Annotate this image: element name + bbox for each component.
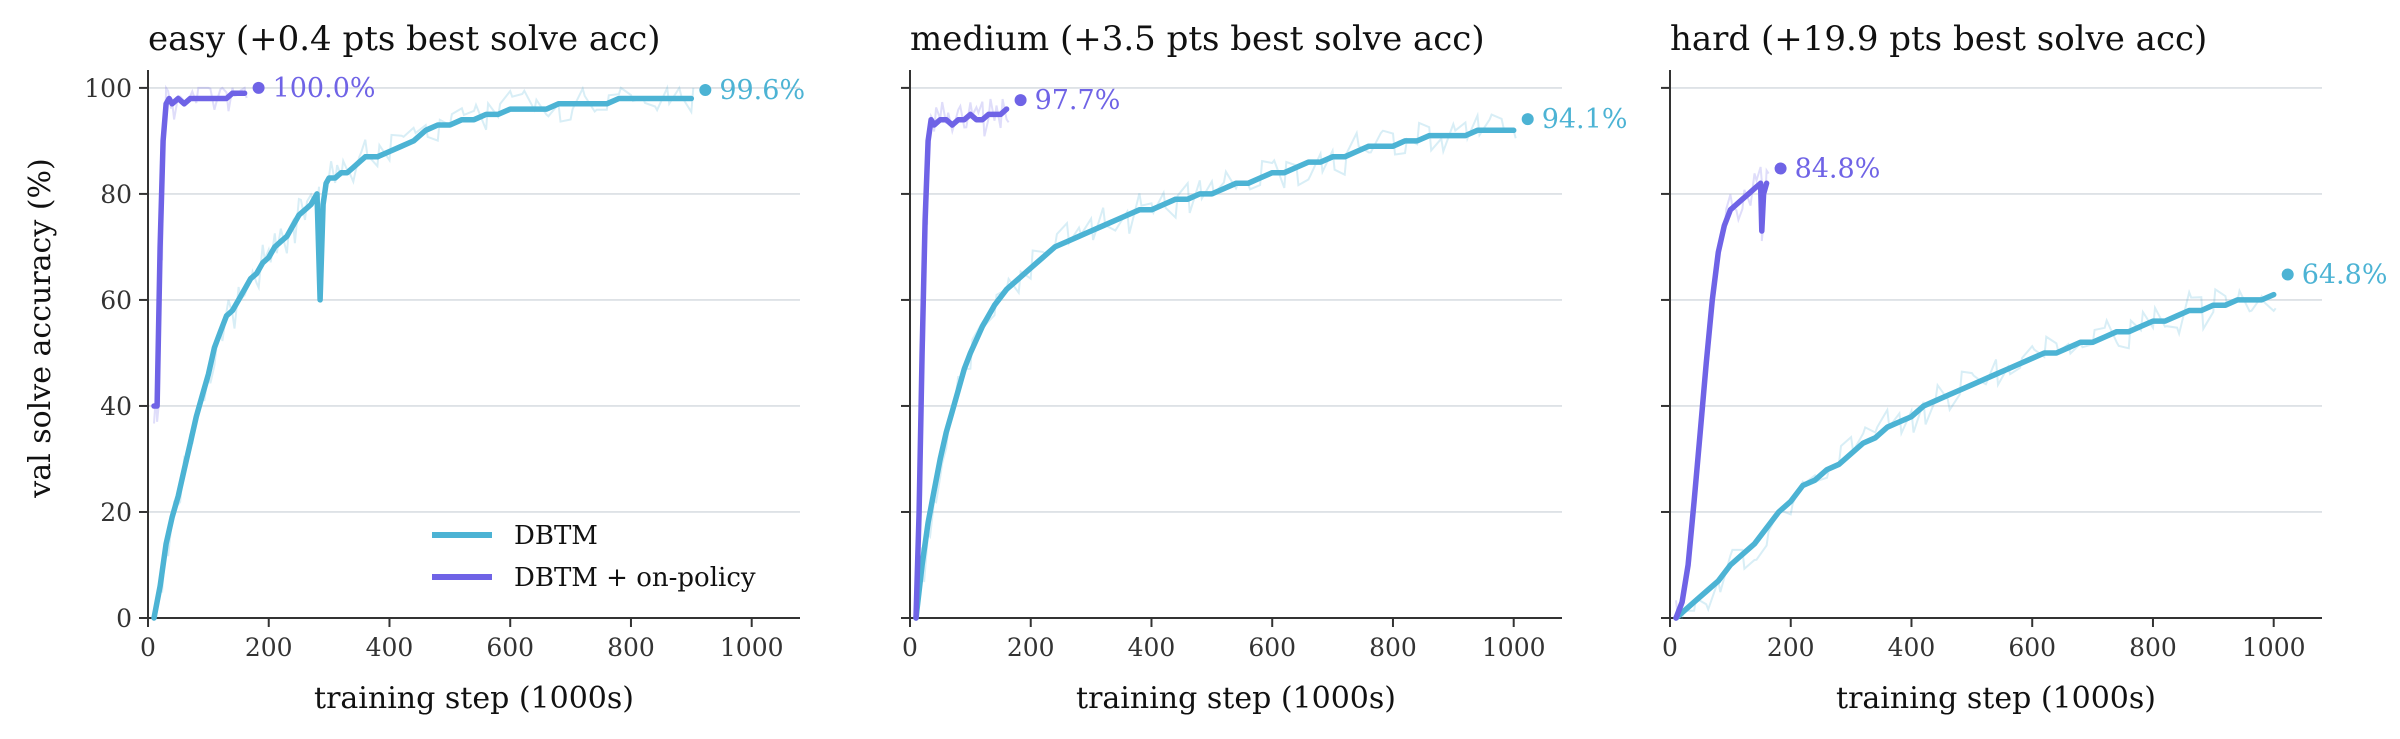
end-marker <box>2281 268 2294 281</box>
panel-hard: 0 200 400 600 800 1000 hard (+19.9 pts best so… <box>1661 19 2387 716</box>
end-value-label: 84.8% <box>1795 153 1881 184</box>
end-marker <box>699 84 712 97</box>
x-axis-label: training step (1000s) <box>314 681 634 716</box>
series-line-dbtm <box>1673 291 2277 621</box>
x-tick-label: 600 <box>2008 633 2056 662</box>
y-tick-label: 80 <box>100 180 132 209</box>
x-axis-label: training step (1000s) <box>1076 681 1396 716</box>
y-tick-label: 20 <box>100 498 132 527</box>
end-value-label: 97.7% <box>1035 85 1121 116</box>
legend: DBTM DBTM + on-policy <box>432 521 756 593</box>
x-tick-label: 1000 <box>2242 633 2306 662</box>
series-raw-dbtm <box>1675 287 2277 619</box>
end-marker <box>1521 113 1534 126</box>
panel-medium: 0 200 400 600 800 1000 medium (+3.5 pts best s… <box>901 19 1627 716</box>
x-axis-label: training step (1000s) <box>1836 681 2156 716</box>
end-marker <box>1774 162 1787 175</box>
series-line-onpolicy <box>913 106 1010 621</box>
x-tick-label: 400 <box>366 633 414 662</box>
end-value-label: 99.6% <box>719 75 805 106</box>
series-raw-onpolicy <box>153 84 248 424</box>
x-tick-label: 200 <box>1007 633 1055 662</box>
x-tick-label: 0 <box>1662 633 1678 662</box>
x-tick-label: 800 <box>607 633 655 662</box>
x-tick-label: 1000 <box>720 633 784 662</box>
series-line-onpolicy <box>1673 180 1770 621</box>
end-marker <box>1014 94 1027 107</box>
panel-title: hard (+19.9 pts best solve acc) <box>1670 19 2207 59</box>
series-line-dbtm <box>913 127 1517 621</box>
x-tick-label: 800 <box>1369 633 1417 662</box>
y-tick-label: 100 <box>84 74 132 103</box>
x-tick-label: 0 <box>140 633 156 662</box>
panel-title: easy (+0.4 pts best solve acc) <box>148 19 661 59</box>
end-value-label: 94.1% <box>1542 104 1628 135</box>
x-tick-label: 1000 <box>1482 633 1546 662</box>
x-tick-label: 400 <box>1128 633 1176 662</box>
series-raw-dbtm <box>154 84 695 619</box>
legend-label: DBTM <box>514 521 598 551</box>
y-axis-label: val solve accuracy (%) <box>23 158 58 499</box>
panel-title: medium (+3.5 pts best solve acc) <box>910 19 1485 59</box>
x-tick-label: 800 <box>2129 633 2177 662</box>
x-tick-label: 600 <box>486 633 534 662</box>
end-marker <box>252 81 265 94</box>
series-line-dbtm <box>151 95 695 621</box>
end-value-label: 64.8% <box>2302 259 2388 290</box>
y-tick-label: 40 <box>100 392 132 421</box>
x-tick-label: 600 <box>1248 633 1296 662</box>
y-tick-label: 60 <box>100 286 132 315</box>
end-value-label: 100.0% <box>273 73 376 104</box>
legend-label: DBTM + on-policy <box>514 563 756 593</box>
series-line-onpolicy <box>151 90 248 409</box>
x-tick-label: 0 <box>902 633 918 662</box>
series-raw-onpolicy <box>915 98 1010 619</box>
x-tick-label: 200 <box>245 633 293 662</box>
y-tick-label: 0 <box>116 604 132 633</box>
x-tick-label: 200 <box>1767 633 1815 662</box>
x-tick-label: 400 <box>1888 633 1936 662</box>
